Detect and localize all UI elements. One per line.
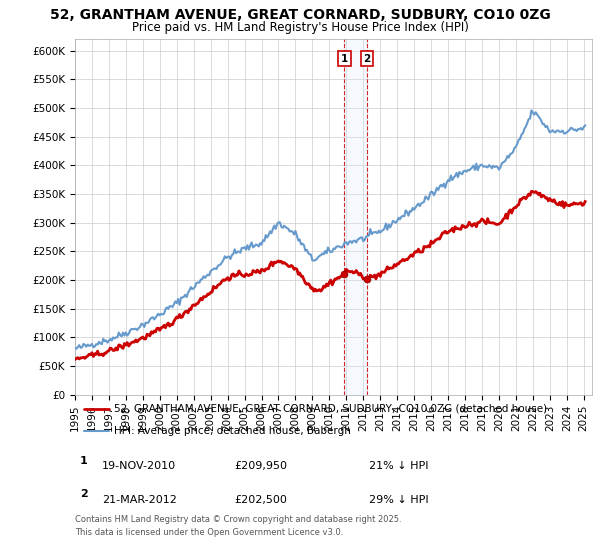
- Bar: [344, 39, 367, 395]
- Text: HPI: Average price, detached house, Babergh: HPI: Average price, detached house, Babe…: [114, 426, 350, 436]
- Text: 1: 1: [341, 54, 348, 64]
- Text: 21-MAR-2012: 21-MAR-2012: [102, 494, 177, 505]
- Text: 52, GRANTHAM AVENUE, GREAT CORNARD, SUDBURY, CO10 0ZG: 52, GRANTHAM AVENUE, GREAT CORNARD, SUDB…: [50, 8, 550, 22]
- Text: 21% ↓ HPI: 21% ↓ HPI: [369, 461, 428, 471]
- Text: Contains HM Land Registry data © Crown copyright and database right 2025.: Contains HM Land Registry data © Crown c…: [75, 515, 401, 524]
- Text: 1: 1: [80, 456, 88, 465]
- Text: 19-NOV-2010: 19-NOV-2010: [102, 461, 176, 471]
- Text: 2: 2: [364, 54, 371, 64]
- Text: This data is licensed under the Open Government Licence v3.0.: This data is licensed under the Open Gov…: [75, 528, 343, 536]
- Text: 2: 2: [80, 489, 88, 499]
- Text: Price paid vs. HM Land Registry's House Price Index (HPI): Price paid vs. HM Land Registry's House …: [131, 21, 469, 34]
- Text: £202,500: £202,500: [234, 494, 287, 505]
- Text: £209,950: £209,950: [234, 461, 287, 471]
- Text: 52, GRANTHAM AVENUE, GREAT CORNARD, SUDBURY, CO10 0ZG (detached house): 52, GRANTHAM AVENUE, GREAT CORNARD, SUDB…: [114, 404, 547, 414]
- Text: 29% ↓ HPI: 29% ↓ HPI: [369, 494, 428, 505]
